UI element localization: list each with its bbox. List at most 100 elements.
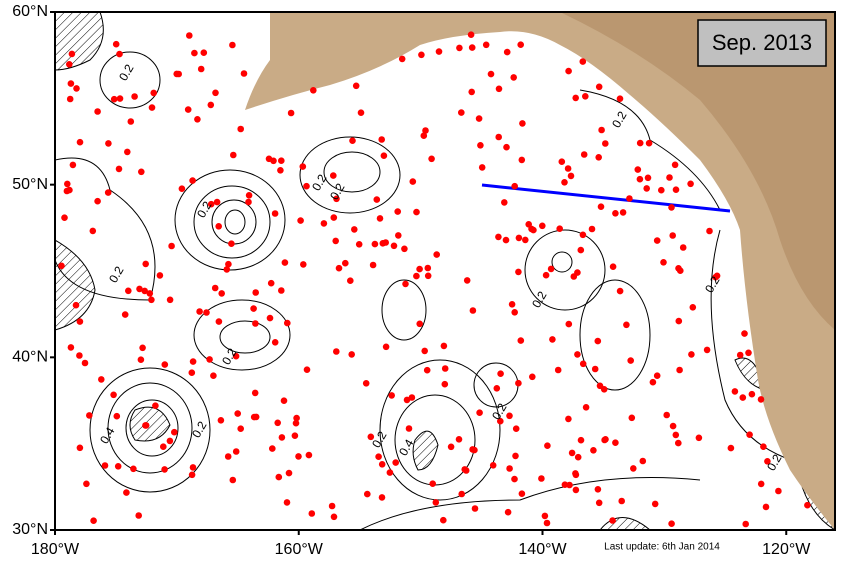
float: [590, 447, 597, 454]
float: [230, 151, 237, 159]
float: [757, 396, 765, 403]
float: [303, 366, 311, 374]
float: [512, 452, 519, 460]
float: [105, 140, 112, 147]
float: [380, 152, 388, 159]
float: [116, 95, 124, 102]
float: [467, 31, 475, 38]
frame: [54, 11, 836, 531]
float: [745, 349, 752, 357]
float: [189, 464, 197, 471]
float: [212, 89, 219, 97]
float: [478, 164, 486, 171]
float: [619, 209, 627, 216]
float: [471, 446, 478, 454]
float: [378, 494, 386, 501]
axes: 60°N 50°N 40°N 30°N 180°W 160°W 140°W 120°W: [12, 3, 811, 558]
float: [58, 262, 65, 270]
float: [136, 285, 143, 293]
float: [269, 445, 276, 452]
float: [285, 469, 293, 477]
float: [121, 311, 129, 318]
float: [357, 109, 365, 116]
float: [72, 301, 80, 309]
float: [543, 519, 551, 527]
float: [61, 214, 68, 221]
float: [544, 442, 551, 450]
float: [418, 51, 425, 59]
float: [538, 475, 545, 482]
float: [609, 517, 616, 524]
float: [447, 443, 455, 451]
float: [267, 279, 275, 287]
float: [135, 512, 142, 519]
float: [116, 50, 123, 58]
contour: [579, 89, 721, 211]
float: [245, 198, 252, 206]
contour: [55, 157, 156, 301]
float: [178, 185, 186, 192]
float: [73, 85, 80, 92]
float: [669, 232, 676, 239]
float: [394, 208, 402, 215]
float: [570, 273, 578, 280]
float: [408, 394, 416, 401]
float: [510, 74, 517, 81]
float: [332, 237, 340, 245]
float: [600, 386, 608, 393]
float: [210, 372, 217, 380]
float: [487, 70, 495, 78]
float: [83, 480, 90, 488]
float: [137, 356, 145, 364]
lon-tick-label: 180°W: [31, 541, 80, 558]
float: [131, 93, 138, 100]
contour: [381, 279, 427, 341]
float: [207, 101, 215, 109]
float: [440, 342, 448, 350]
float: [649, 378, 657, 386]
float: [565, 415, 572, 423]
float: [362, 380, 370, 387]
float: [388, 392, 396, 399]
float: [518, 156, 526, 164]
float: [148, 296, 155, 304]
float: [232, 448, 240, 455]
contour: [524, 229, 606, 311]
float: [561, 179, 568, 186]
contour: [579, 279, 651, 391]
float: [424, 272, 432, 280]
float: [110, 95, 118, 103]
float: [166, 296, 174, 304]
float: [369, 261, 377, 269]
float: [764, 458, 771, 465]
float: [274, 419, 282, 427]
float: [265, 155, 273, 163]
float: [616, 287, 624, 295]
float: [392, 459, 400, 466]
float: [240, 70, 248, 77]
contour: [359, 477, 701, 530]
float: [299, 163, 307, 170]
float: [746, 431, 753, 439]
lon-tick-label: 140°W: [518, 541, 567, 558]
float: [152, 402, 159, 410]
float: [402, 280, 409, 288]
float: [471, 505, 479, 512]
float: [522, 236, 529, 244]
float: [644, 174, 652, 182]
float: [378, 136, 386, 143]
contour: [107, 382, 193, 474]
float: [308, 510, 316, 517]
float: [295, 453, 302, 460]
float: [679, 244, 687, 251]
float: [232, 352, 240, 360]
float: [266, 314, 274, 322]
float: [76, 318, 84, 325]
float: [303, 182, 310, 190]
lon-tick-label: 160°W: [275, 541, 324, 558]
float: [567, 172, 575, 180]
float: [558, 158, 566, 165]
float: [330, 513, 338, 521]
contour: [224, 209, 246, 235]
float: [577, 246, 585, 254]
